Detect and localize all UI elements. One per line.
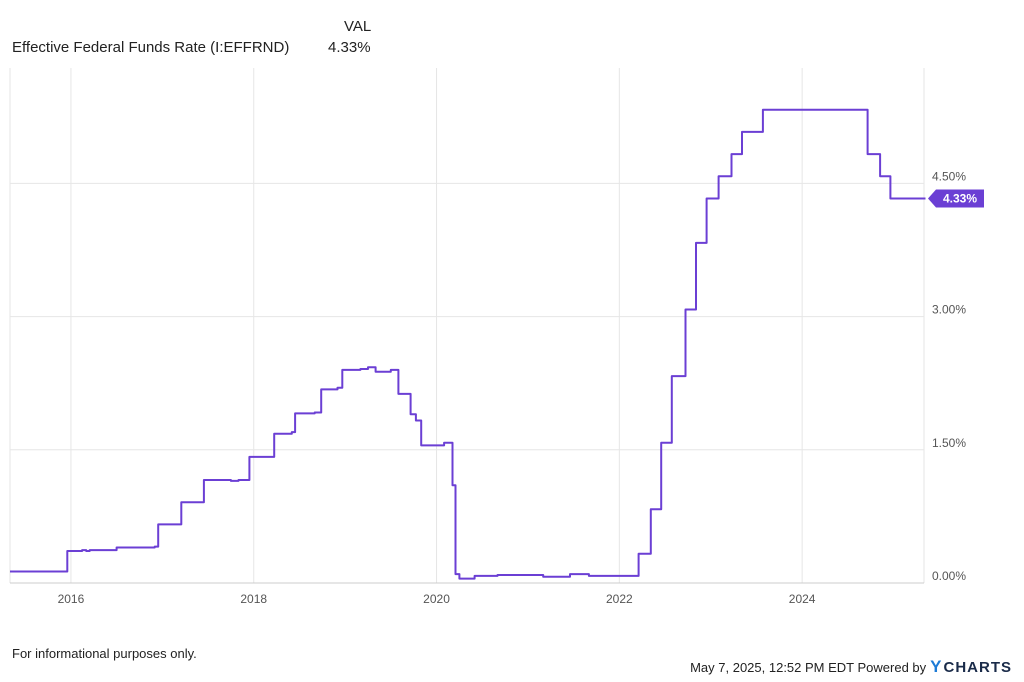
line-chart: 2016 2018 2020 2022 2024 0.00% 1.50% 3.00% 4.50…: [9, 68, 984, 606]
legend-row[interactable]: Effective Federal Funds Rate (I:EFFRND) …: [12, 39, 382, 59]
legend-series-name[interactable]: Effective Federal Funds Rate (I:EFFRND): [12, 39, 290, 56]
legend-series-value: 4.33%: [328, 39, 371, 56]
timestamp-text: May 7, 2025, 12:52 PM EDT Powered by: [690, 659, 927, 675]
legend-column-header: VAL: [344, 18, 372, 35]
y-tick-label: 1.50%: [932, 436, 966, 450]
y-axis: 0.00% 1.50% 3.00% 4.50%: [932, 169, 966, 583]
ycharts-logo-text: CHARTS: [943, 658, 1012, 676]
series-line-0: [10, 108, 926, 580]
last-value-label: 4.33%: [943, 192, 977, 206]
y-tick-label: 3.00%: [932, 303, 966, 317]
ycharts-logo[interactable]: Y CHARTS: [930, 657, 1012, 677]
last-value-marker-group: 4.33%: [928, 189, 984, 208]
series-layer: [10, 108, 926, 580]
x-axis: 2016 2018 2020 2022 2024: [58, 592, 816, 606]
grid-layer: [9, 68, 925, 584]
y-tick-label: 0.00%: [932, 569, 966, 583]
x-tick-label: 2016: [58, 592, 85, 606]
last-value-badge: [928, 189, 984, 208]
y-tick-label: 4.50%: [932, 169, 966, 183]
x-tick-label: 2022: [606, 592, 633, 606]
x-tick-label: 2020: [423, 592, 450, 606]
x-tick-label: 2024: [789, 592, 816, 606]
footer-attribution: May 7, 2025, 12:52 PM EDT Powered by Y C…: [690, 657, 1012, 677]
ycharts-logo-mark-icon: Y: [930, 657, 943, 676]
disclaimer-text: For informational purposes only.: [12, 646, 197, 661]
x-tick-label: 2018: [240, 592, 267, 606]
